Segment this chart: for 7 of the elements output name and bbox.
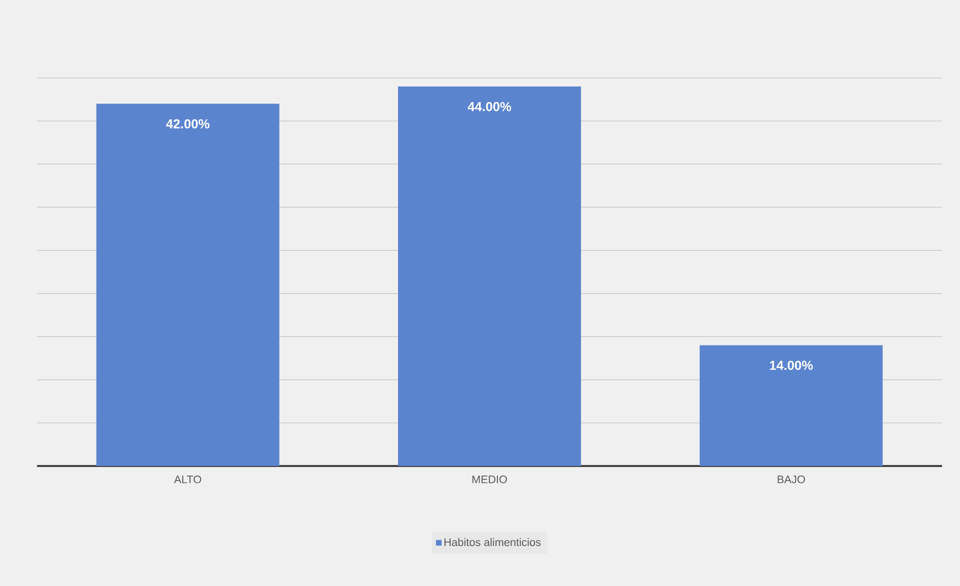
data-label: 14.00% [770,360,813,370]
data-label: 44.00% [468,102,512,112]
data-label: 42.00% [166,119,210,128]
legend-label: Habitos alimenticios [444,538,541,546]
x-tick-label: MEDIO [472,476,507,484]
x-tick-label: BAJO [778,476,805,484]
x-tick-label: ALTO [174,476,202,484]
